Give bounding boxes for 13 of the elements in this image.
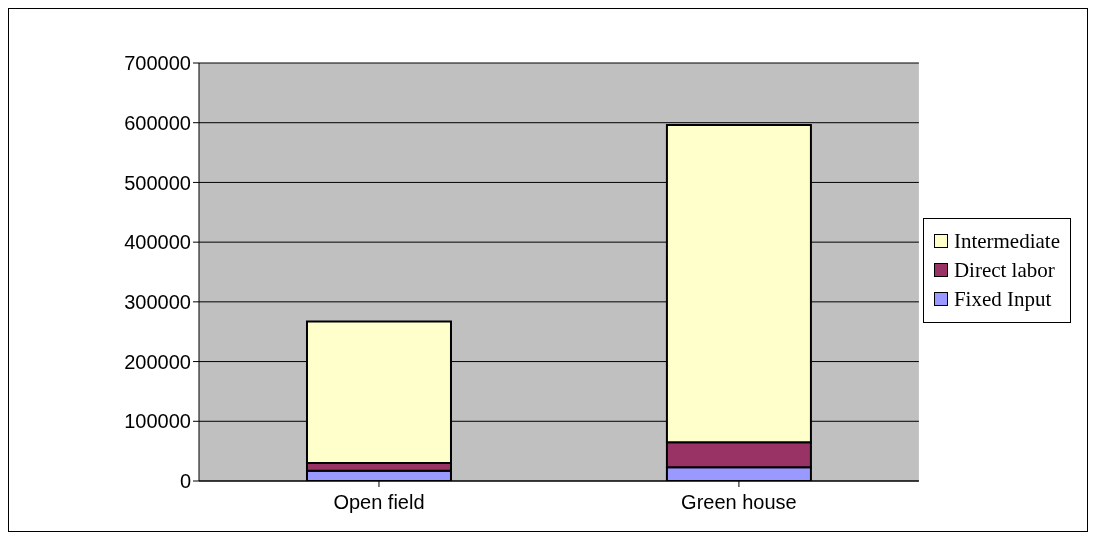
legend-label: Intermediate	[953, 228, 1060, 254]
y-tick-label: 200000	[124, 350, 191, 373]
y-tick-label: 0	[179, 470, 191, 493]
x-tick-label: Open field	[333, 491, 425, 514]
y-tick-label: 500000	[124, 171, 191, 194]
legend-label: Fixed Input	[953, 286, 1052, 312]
y-tick-label: 400000	[124, 231, 191, 254]
legend-label: Direct labor	[953, 257, 1055, 283]
y-tick-label: 300000	[124, 290, 191, 313]
y-tick-label: 600000	[124, 111, 191, 134]
y-tick-label: 700000	[124, 52, 191, 75]
y-tick-label: 100000	[124, 410, 191, 433]
x-tick-label: Green house	[681, 491, 797, 514]
